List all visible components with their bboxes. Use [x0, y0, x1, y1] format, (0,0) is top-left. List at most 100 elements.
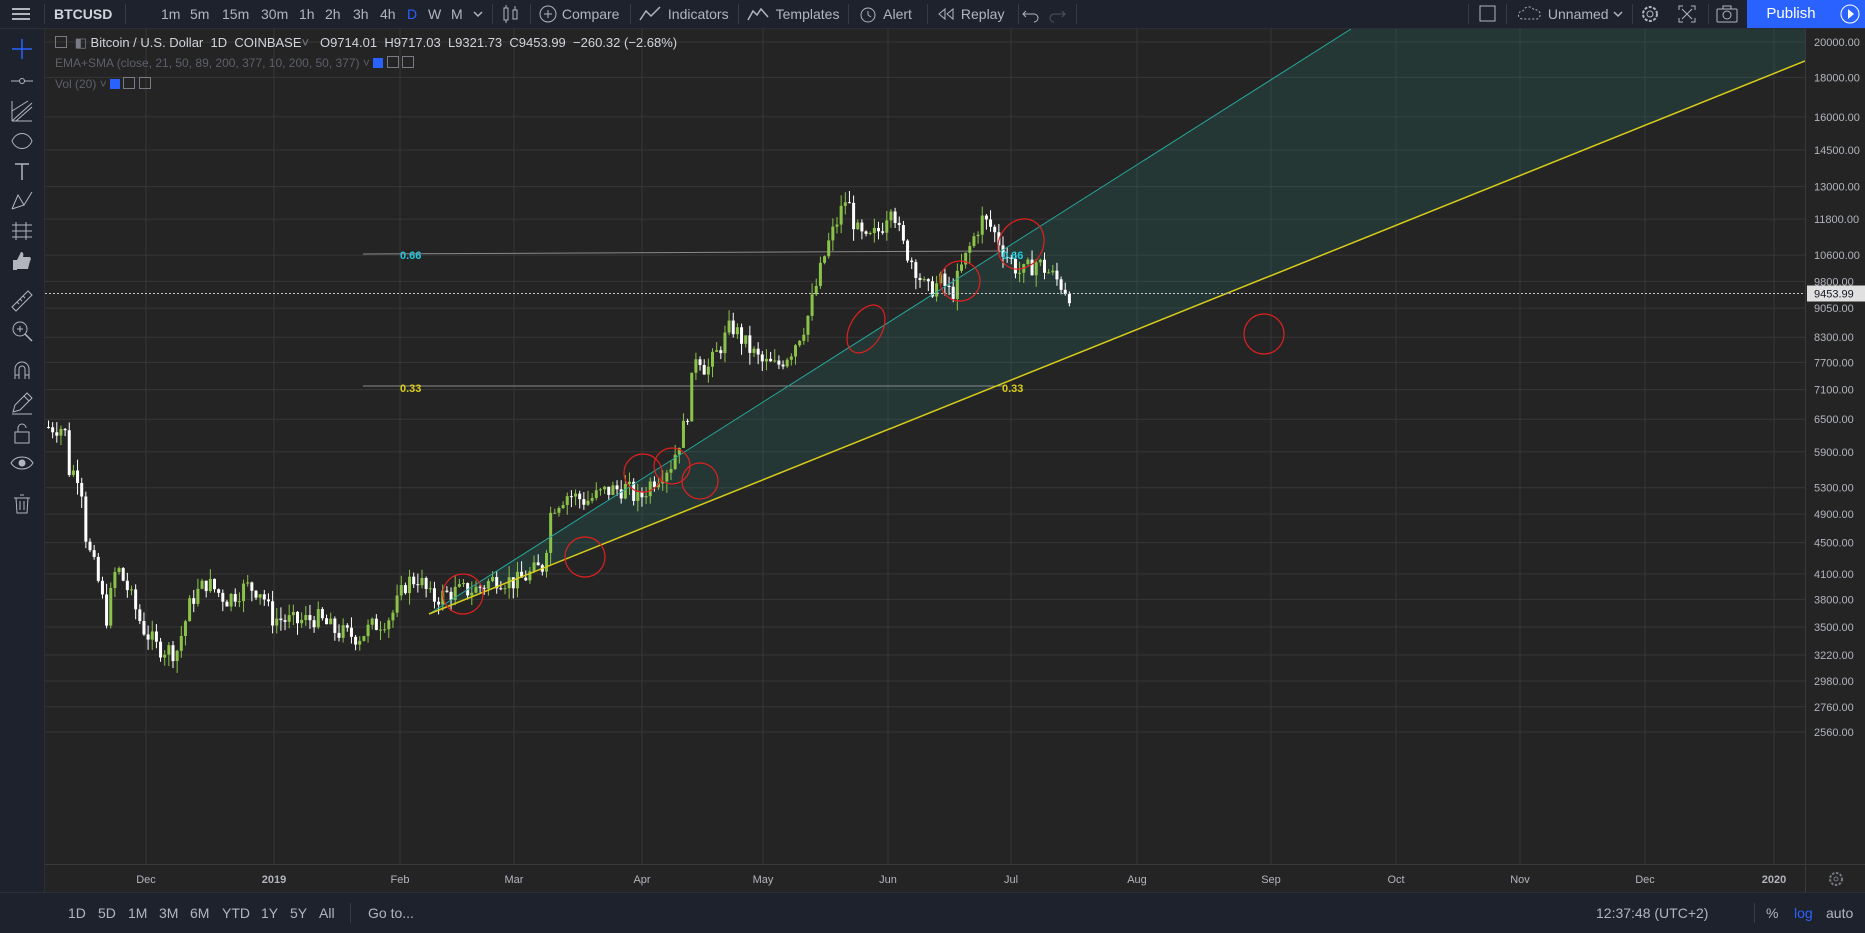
time-tick-label: Jul [1004, 874, 1018, 886]
chevron-down-icon[interactable] [472, 0, 484, 28]
settings-icon[interactable] [123, 77, 136, 89]
text-icon[interactable] [8, 157, 36, 185]
divider [848, 4, 849, 24]
templates-button[interactable]: Templates [746, 0, 839, 28]
symbol-search[interactable]: BTCUSD [54, 6, 113, 22]
range-ytd[interactable]: YTD [222, 905, 250, 921]
interval-w[interactable]: W [428, 6, 442, 22]
range-5d[interactable]: 5D [98, 905, 116, 921]
volume-legend[interactable]: Vol (20) ˅ [55, 77, 151, 91]
candle-body [794, 345, 797, 357]
trend-line-icon[interactable] [8, 67, 36, 95]
time-tick-label: May [753, 874, 774, 886]
indicators-button[interactable]: Indicators [638, 0, 729, 28]
indicators-label: Indicators [667, 6, 729, 22]
fullscreen-icon[interactable] [1676, 0, 1698, 28]
series-legend[interactable]: ◧ Bitcoin / U.S. Dollar 1D COINBASE˅ O97… [55, 35, 677, 51]
goto-button[interactable]: Go to... [368, 905, 414, 921]
lock-icon[interactable] [8, 419, 36, 447]
channel-upper-line[interactable] [428, 29, 1352, 615]
bottom-toolbar: 1D 5D 1M 3M 6M YTD 1Y 5Y All Go to... 12… [0, 892, 1865, 933]
collapse-icon[interactable] [55, 36, 67, 48]
auto-toggle[interactable]: auto [1826, 905, 1854, 921]
interval-1h[interactable]: 1h [299, 6, 315, 22]
range-6m[interactable]: 6M [190, 905, 210, 921]
log-toggle[interactable]: log [1794, 905, 1813, 921]
divider [630, 4, 631, 24]
support-trend-line[interactable] [428, 60, 1805, 615]
pitchfork-icon[interactable] [8, 97, 36, 125]
range-5y[interactable]: 5Y [290, 905, 308, 921]
menu-icon[interactable] [10, 0, 32, 28]
axis-settings[interactable] [1805, 864, 1865, 893]
play-icon[interactable] [1835, 0, 1865, 28]
close-icon[interactable] [138, 77, 151, 89]
interval-30m[interactable]: 30m [261, 6, 289, 22]
clock[interactable]: 12:37:48 (UTC+2) [1596, 905, 1709, 921]
stay-in-drawing-icon[interactable] [8, 389, 36, 417]
candle-body [881, 231, 885, 233]
time-axis[interactable]: Dec 2019 Feb Mar Apr May Jun Jul Aug Sep Oct Nov Dec… [45, 864, 1805, 893]
price-tick-label: 2980.00 [1814, 676, 1854, 688]
zoom-in-icon[interactable] [8, 317, 36, 345]
candle-body [960, 264, 963, 271]
shapes-icon[interactable] [8, 127, 36, 155]
candles-icon[interactable] [500, 0, 522, 28]
layout-square-icon[interactable] [1478, 0, 1498, 28]
alert-button[interactable]: Alert [856, 0, 912, 28]
interval-15m[interactable]: 15m [222, 6, 250, 22]
candle-body [420, 577, 424, 586]
candle-body [208, 578, 212, 592]
price-axis[interactable]: 20000.00 18000.00 16000.00 14500.00 13000.00… [1805, 29, 1865, 864]
range-1d[interactable]: 1D [68, 905, 86, 921]
candle-body [171, 645, 175, 662]
candle-body [279, 618, 283, 621]
interval-d[interactable]: D [407, 6, 418, 22]
chevron-down-icon[interactable]: ˅ [362, 56, 370, 70]
compare-button[interactable]: Compare [538, 0, 619, 28]
prediction-icon[interactable] [8, 217, 36, 245]
percent-toggle[interactable]: % [1766, 905, 1779, 921]
ruler-icon[interactable] [8, 287, 36, 315]
candle-body [432, 588, 436, 602]
interval-5m[interactable]: 5m [190, 6, 210, 22]
gear-icon[interactable] [1638, 0, 1662, 28]
visibility-icon[interactable] [110, 79, 121, 89]
layout-name-button[interactable]: Unnamed [1516, 0, 1624, 28]
chart-pane[interactable]: 0.66 0.66 0.33 0.33 ◧ Bitcoin / U.S. Dol… [45, 29, 1805, 864]
price-chart[interactable]: 0.66 0.66 0.33 0.33 [45, 29, 1805, 864]
replay-button[interactable]: Replay [935, 0, 1004, 28]
candle-body [524, 577, 528, 581]
publish-button[interactable]: Publish [1747, 0, 1835, 28]
interval-3h[interactable]: 3h [353, 6, 369, 22]
divider [492, 4, 493, 24]
undo-icon[interactable] [1020, 0, 1042, 28]
candle-body [918, 277, 922, 281]
interval-1m[interactable]: 1m [161, 6, 181, 22]
camera-icon[interactable] [1714, 0, 1740, 28]
candle-body [354, 636, 358, 645]
range-3m[interactable]: 3M [159, 905, 179, 921]
range-1m[interactable]: 1M [128, 905, 148, 921]
cloud-icon [1518, 6, 1541, 20]
chevron-down-icon[interactable]: ˅ [99, 77, 107, 91]
range-all[interactable]: All [319, 905, 335, 921]
magnet-icon[interactable] [8, 357, 36, 385]
interval-4h[interactable]: 4h [380, 6, 396, 22]
chevron-down-icon[interactable]: ˅ [301, 35, 310, 50]
crosshair-icon[interactable] [8, 35, 36, 63]
visibility-icon[interactable] [373, 58, 384, 68]
range-1y[interactable]: 1Y [261, 905, 279, 921]
circle-marker [1243, 313, 1285, 355]
pattern-icon[interactable] [8, 187, 36, 215]
interval-2h[interactable]: 2h [325, 6, 341, 22]
redo-icon[interactable] [1046, 0, 1068, 28]
thumbs-up-icon[interactable] [8, 247, 36, 275]
settings-icon[interactable] [386, 56, 399, 68]
close-icon[interactable] [401, 56, 414, 68]
study-legend[interactable]: EMA+SMA (close, 21, 50, 89, 200, 377, 10… [55, 56, 414, 70]
trash-icon[interactable] [8, 489, 36, 517]
candle-body [590, 497, 594, 501]
interval-m[interactable]: M [451, 6, 463, 22]
eye-icon[interactable] [8, 449, 36, 477]
